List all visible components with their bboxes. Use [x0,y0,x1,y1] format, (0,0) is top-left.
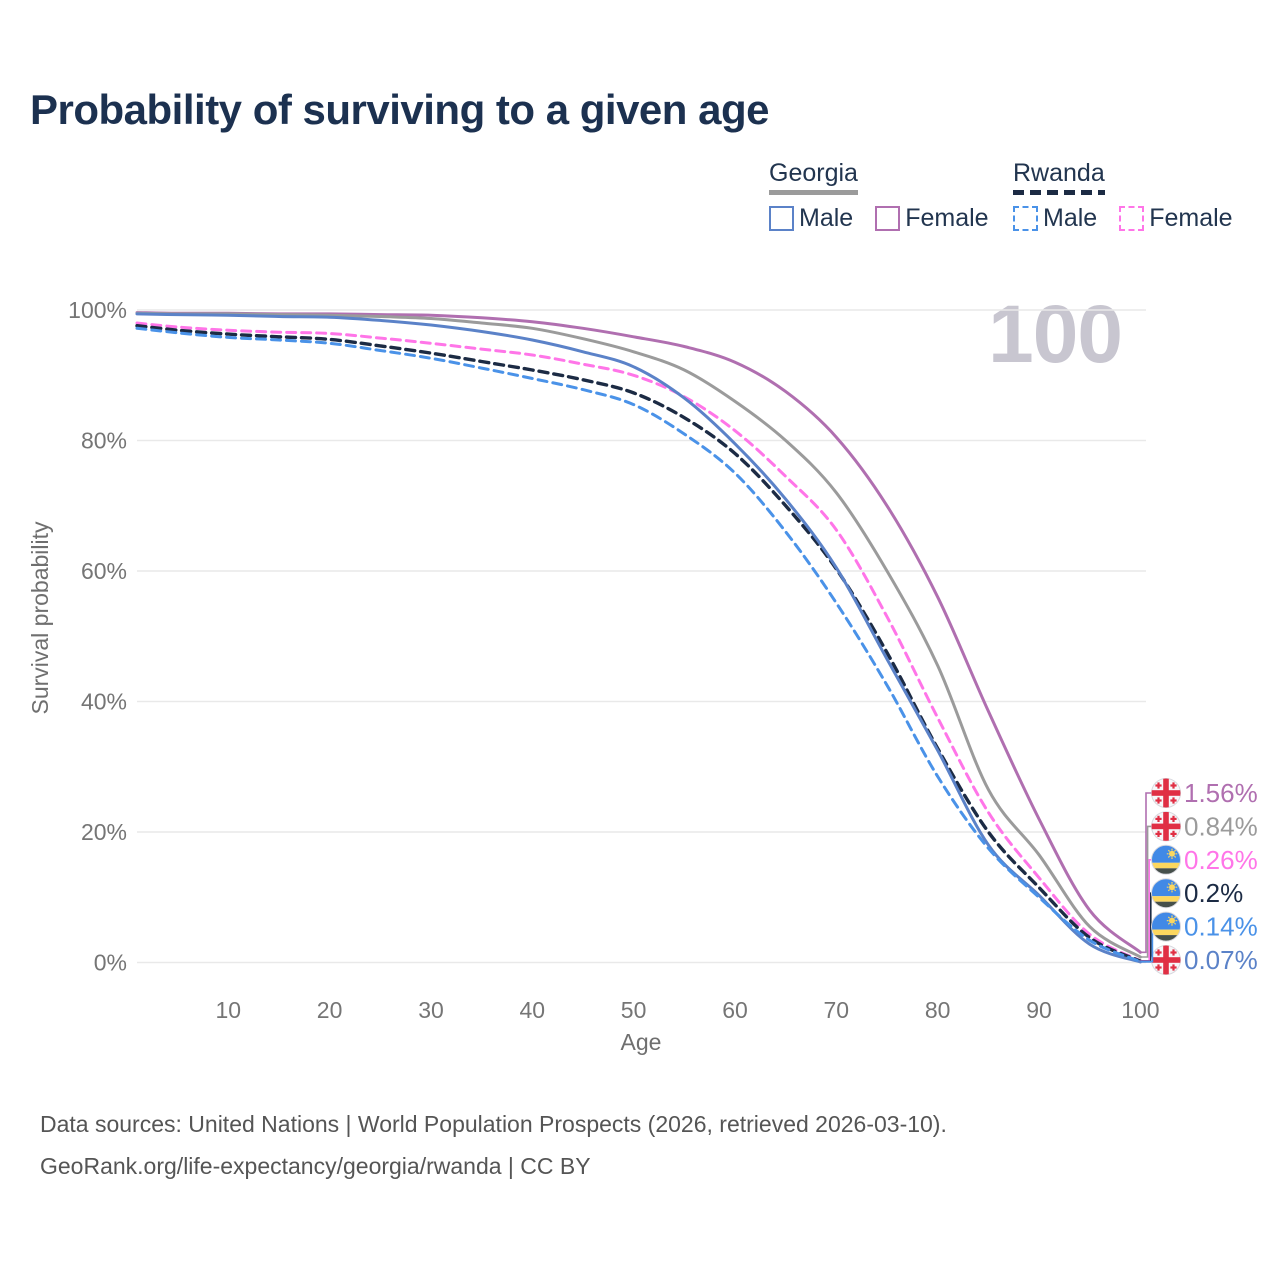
x-tick-label: 80 [925,997,951,1023]
y-tick-label: 80% [81,428,127,454]
end-label-rwanda-male: 0.14% [1184,912,1258,942]
age-counter-watermark: 100 [988,289,1123,380]
y-tick-label: 60% [81,558,127,584]
series-line-rwanda-female[interactable] [135,321,1142,963]
georgia-line-style-sample [769,190,858,195]
georgia-male-swatch [769,205,794,231]
x-axis-title: Age [621,1029,662,1055]
x-tick-label: 100 [1121,997,1159,1023]
end-label-rwanda: 0.2% [1184,878,1243,908]
end-label-georgia: 0.84% [1184,811,1258,841]
x-tick-label: 60 [722,997,748,1023]
legend-item-georgia-female-label: Female [905,203,989,232]
x-tick-label: 40 [520,997,546,1023]
georgia-flag-icon [1151,778,1181,808]
georgia-female-swatch [875,205,901,231]
footer-sources-line: Data sources: United Nations | World Pop… [40,1111,947,1137]
end-connector-georgia-female [1140,792,1152,954]
legend-item-rwanda-female[interactable]: Female [1119,203,1233,233]
y-tick-label: 40% [81,689,127,715]
y-tick-label: 20% [81,819,127,845]
rwanda-flag-icon [1151,911,1181,942]
legend-item-rwanda-male-label: Male [1043,203,1098,232]
end-connector-georgia [1140,825,1152,958]
legend-country-georgia-label: Georgia [769,159,858,187]
legend-item-georgia-male[interactable]: Male [769,204,853,233]
rwanda-flag-icon [1151,878,1181,909]
end-label-georgia-female: 1.56% [1184,778,1258,808]
legend-item-georgia-female[interactable]: Female [875,203,989,233]
legend: Georgia Male Female Rwanda [0,160,1280,250]
data-source-footer: Data sources: United Nations | World Pop… [40,1103,947,1187]
rwanda-line-style-sample [1013,190,1105,195]
x-tick-label: 10 [216,997,242,1023]
x-tick-label: 30 [418,997,444,1023]
rwanda-flag-icon [1151,844,1181,875]
georgia-flag-icon [1151,945,1181,975]
x-tick-label: 70 [824,997,850,1023]
series-line-rwanda[interactable] [135,324,1143,963]
rwanda-female-swatch [1119,205,1145,231]
end-label-georgia-male: 0.07% [1184,945,1258,975]
x-tick-label: 90 [1026,997,1052,1023]
y-tick-label: 0% [94,950,127,976]
x-tick-label: 50 [621,997,647,1023]
series-line-georgia[interactable] [135,311,1142,959]
x-tick-label: 20 [317,997,343,1023]
rwanda-male-swatch [1013,205,1038,231]
footer-url-line: GeoRank.org/life-expectancy/georgia/rwan… [40,1153,591,1179]
series-line-rwanda-male[interactable] [135,326,1142,964]
legend-group-rwanda: Rwanda Male Female [1013,160,1233,233]
end-label-rwanda-female: 0.26% [1184,845,1258,875]
georgia-flag-icon [1151,811,1181,842]
legend-item-georgia-male-label: Male [799,203,854,232]
legend-country-rwanda[interactable]: Rwanda [1013,160,1105,195]
legend-item-rwanda-female-label: Female [1149,203,1233,232]
y-tick-label: 100% [68,297,127,323]
legend-country-georgia[interactable]: Georgia [769,160,858,195]
legend-item-rwanda-male[interactable]: Male [1013,204,1097,233]
legend-country-rwanda-label: Rwanda [1013,159,1105,187]
y-axis-title: Survival probability [27,521,53,715]
page-title: Probability of surviving to a given age [30,86,769,133]
legend-group-georgia: Georgia Male Female [769,160,989,233]
series-line-georgia-male[interactable] [135,312,1142,964]
